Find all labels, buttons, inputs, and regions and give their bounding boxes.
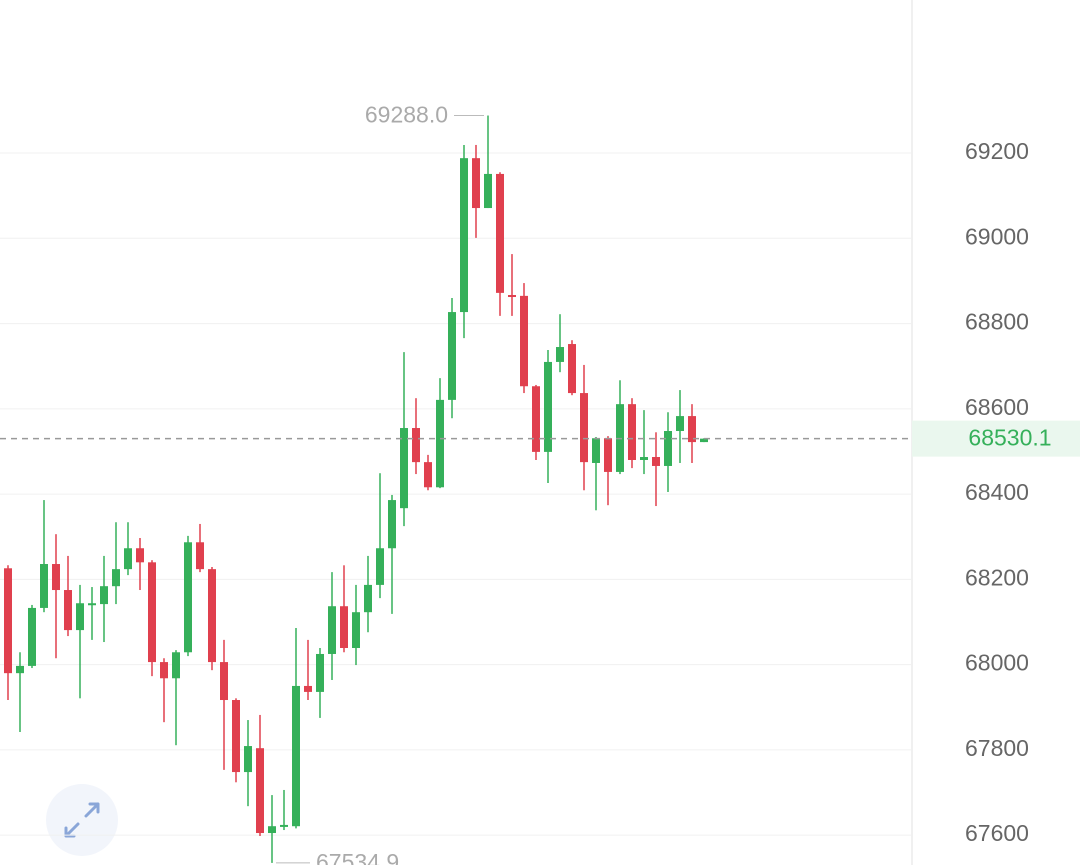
candle-body: [196, 542, 204, 570]
candle-body: [520, 295, 528, 387]
candle-body: [460, 158, 468, 313]
y-tick-label: 68600: [965, 394, 1029, 420]
min-label: 67534.9: [316, 849, 399, 865]
candle-body: [100, 586, 108, 605]
candle-body: [184, 542, 192, 653]
candle-body: [40, 564, 48, 608]
candle-body: [604, 438, 612, 472]
candle-body: [172, 652, 180, 679]
y-tick-label: 68000: [965, 650, 1029, 676]
candle-body: [592, 438, 600, 463]
candle-body: [76, 603, 84, 631]
candle-body: [640, 457, 648, 460]
candle-body: [148, 562, 156, 663]
max-label: 69288.0: [365, 102, 448, 128]
candle-body: [268, 826, 276, 834]
candle-body: [328, 606, 336, 654]
candle-body: [88, 603, 96, 606]
candle-body: [544, 361, 552, 452]
candle-body: [220, 662, 228, 701]
candle-body: [532, 386, 540, 452]
candle-body: [412, 428, 420, 463]
candle-body: [28, 607, 36, 666]
candle-body: [484, 173, 492, 209]
candle-body: [136, 548, 144, 563]
candle-body: [112, 569, 120, 587]
candle-body: [232, 700, 240, 773]
candle-body: [52, 564, 60, 591]
candle-body: [340, 606, 348, 649]
last-price-label: 68530.1: [968, 425, 1051, 451]
candle-body: [244, 746, 252, 773]
y-tick-label: 69200: [965, 138, 1029, 164]
candle-body: [64, 590, 72, 631]
y-tick-label: 68400: [965, 479, 1029, 505]
candle-body: [700, 438, 708, 443]
candle-body: [472, 158, 480, 209]
y-tick-label: 68200: [965, 564, 1029, 590]
y-tick-label: 67800: [965, 735, 1029, 761]
candle-body: [508, 295, 516, 298]
candle-body: [664, 431, 672, 466]
candle-body: [448, 312, 456, 400]
candle-body: [388, 500, 396, 549]
candle-body: [676, 416, 684, 432]
candle-body: [652, 457, 660, 466]
candle-body: [580, 393, 588, 463]
candle-body: [352, 612, 360, 649]
y-tick-label: 67600: [965, 820, 1029, 846]
candle-body: [208, 569, 216, 663]
y-tick-label: 69000: [965, 223, 1029, 249]
candle-body: [304, 685, 312, 692]
candle-body: [280, 824, 288, 827]
y-tick-label: 68800: [965, 309, 1029, 335]
candle-body: [688, 416, 696, 443]
candle-body: [316, 653, 324, 692]
candle-body: [496, 173, 504, 293]
candle-body: [292, 685, 300, 827]
expand-button[interactable]: [46, 784, 118, 856]
candle-body: [568, 344, 576, 394]
candle-body: [628, 404, 636, 460]
candle-body: [436, 399, 444, 488]
candle-body: [4, 568, 12, 674]
candle-body: [376, 548, 384, 585]
candle-body: [400, 428, 408, 509]
candle-body: [364, 584, 372, 613]
candle-body: [256, 748, 264, 834]
candle-body: [556, 347, 564, 362]
last-price-box: [912, 420, 1080, 457]
candle-body: [424, 462, 432, 488]
candle-body: [160, 662, 168, 679]
candle-body: [16, 665, 24, 674]
candle-body: [124, 548, 132, 570]
